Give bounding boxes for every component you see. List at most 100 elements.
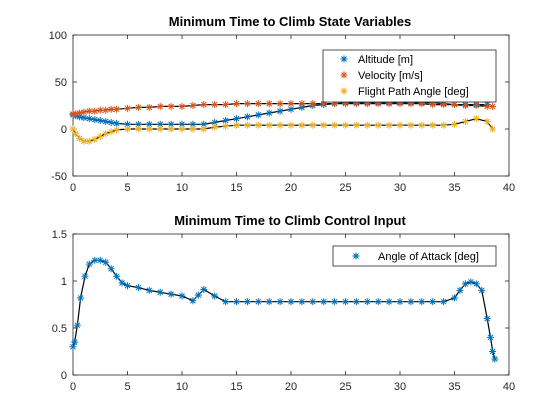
legend-item-altitude: Altitude [m] xyxy=(340,54,413,66)
flight-path-angle-deg-point xyxy=(429,121,437,129)
angle-of-attack-deg-point xyxy=(483,315,491,323)
flight-path-angle-deg-point xyxy=(96,133,104,141)
flight-path-angle-deg-point xyxy=(134,125,142,133)
flight-path-angle-deg-point xyxy=(222,122,230,130)
velocity-m-s-point xyxy=(222,101,230,109)
control-input-x-tick-label: 15 xyxy=(230,381,242,393)
angle-of-attack-deg-point xyxy=(363,298,371,306)
angle-of-attack-deg-point xyxy=(298,298,306,306)
angle-of-attack-deg-point xyxy=(102,258,110,266)
angle-of-attack-deg-point xyxy=(145,286,153,294)
angle-of-attack-deg-point xyxy=(396,298,404,306)
control-input-x-tick-label: 40 xyxy=(503,381,515,393)
flight-path-angle-deg-point xyxy=(211,123,219,131)
flight-path-angle-deg-point xyxy=(72,130,80,138)
angle-of-attack-deg-point xyxy=(374,298,382,306)
altitude-m-point xyxy=(200,120,208,128)
velocity-m-s-point xyxy=(189,102,197,109)
legend-marker-altitude xyxy=(340,55,348,63)
velocity-m-s-point xyxy=(440,101,448,109)
state-variables-x-tick-label: 5 xyxy=(124,182,130,194)
state-variables-x-tick-label: 25 xyxy=(339,182,351,194)
legend-label-velocity: Velocity [m/s] xyxy=(358,70,423,82)
flight-path-angle-deg-point xyxy=(320,121,328,129)
control-input-y-tick-label: 0.5 xyxy=(52,323,67,335)
velocity-m-s-point xyxy=(76,109,84,117)
state-variables-legend: Altitude [m] Velocity [m/s] Flight Path … xyxy=(322,49,497,103)
state-variables-x-tick-label: 30 xyxy=(394,182,406,194)
flight-path-angle-deg-point xyxy=(243,121,251,129)
state-variables-y-tick-label: 100 xyxy=(49,30,67,42)
velocity-m-s-point xyxy=(276,100,284,108)
angle-of-attack-deg-point xyxy=(189,297,197,305)
flight-path-angle-deg-point xyxy=(233,121,240,129)
velocity-m-s-point xyxy=(156,102,164,110)
legend-marker-symbol xyxy=(340,71,348,79)
angle-of-attack-deg-point xyxy=(456,286,464,294)
velocity-m-s-point xyxy=(178,102,186,110)
control-input-plot: Minimum Time to Climb Control Input 0 5 10… xyxy=(52,213,515,393)
state-variables-x-tick-label: 35 xyxy=(448,182,460,194)
altitude-m-point xyxy=(265,109,273,117)
angle-of-attack-deg-point xyxy=(331,298,339,306)
altitude-m-point xyxy=(189,120,197,128)
velocity-m-s-point xyxy=(309,100,317,108)
angle-of-attack-deg-point xyxy=(352,298,360,306)
control-input-series xyxy=(69,256,499,363)
legend-marker-symbol xyxy=(352,252,360,260)
control-input-x-tick-label: 5 xyxy=(124,381,130,393)
altitude-m-point xyxy=(85,115,93,123)
velocity-m-s-point xyxy=(243,100,251,108)
flight-path-angle-deg-point xyxy=(113,126,121,134)
state-variables-x-tick-label: 40 xyxy=(503,182,515,194)
flight-path-angle-deg-point xyxy=(309,121,317,129)
altitude-m-point xyxy=(276,107,284,115)
altitude-m-point xyxy=(113,119,121,127)
legend-item-angle-of-attack: Angle of Attack [deg] xyxy=(352,251,479,263)
angle-of-attack-deg-point xyxy=(118,279,126,287)
angle-of-attack-deg-point xyxy=(489,348,497,355)
flight-path-angle-deg-point xyxy=(407,121,415,129)
angle-of-attack-deg-point xyxy=(73,321,81,329)
angle-of-attack-deg-point xyxy=(320,298,328,306)
angle-of-attack-deg-point xyxy=(407,298,415,306)
state-variables-title: Minimum Time to Climb State Variables xyxy=(169,14,412,29)
angle-of-attack-deg-point xyxy=(81,272,89,280)
control-input-x-tick-label: 30 xyxy=(394,381,406,393)
control-input-x-tick-label: 10 xyxy=(176,381,188,393)
angle-of-attack-deg-point xyxy=(96,256,104,264)
flight-path-angle-deg-point xyxy=(396,121,404,129)
angle-of-attack-deg-point xyxy=(478,286,486,294)
flight-path-angle-deg-point xyxy=(342,121,349,129)
legend-box xyxy=(332,245,497,267)
angle-of-attack-deg-point xyxy=(467,278,475,286)
flight-path-angle-deg-point xyxy=(385,121,393,129)
velocity-m-s-point xyxy=(461,102,469,109)
legend-label-angle-of-attack: Angle of Attack [deg] xyxy=(378,251,479,263)
altitude-m-point xyxy=(102,117,110,125)
control-input-legend: Angle of Attack [deg] xyxy=(332,245,497,267)
control-input-y-tick-label: 0 xyxy=(61,370,67,382)
flight-path-angle-deg-point xyxy=(80,137,88,145)
velocity-m-s-point xyxy=(145,103,153,111)
velocity-m-s-point xyxy=(265,100,273,108)
legend-marker-symbol xyxy=(340,55,348,63)
angle-of-attack-deg-point xyxy=(472,280,480,288)
flight-path-angle-deg-point xyxy=(69,125,77,133)
velocity-m-s-point xyxy=(233,100,240,108)
control-input-x-tick-label: 35 xyxy=(448,381,460,393)
legend-item-velocity: Velocity [m/s] xyxy=(340,70,423,82)
state-variables-y-tick-label: 50 xyxy=(55,77,67,89)
flight-path-angle-deg-point xyxy=(483,117,491,125)
altitude-m-point xyxy=(254,111,262,119)
control-input-y-tick-label: 1.5 xyxy=(52,229,67,241)
angle-of-attack-deg-point xyxy=(451,294,458,302)
velocity-m-s-point xyxy=(489,102,497,110)
flight-path-angle-deg-point xyxy=(276,121,284,129)
state-variables-y-ticks: -50 0 50 100 xyxy=(49,30,509,183)
angle-of-attack-deg-point xyxy=(243,298,251,306)
angle-of-attack-deg-point xyxy=(211,292,219,300)
velocity-m-s-point xyxy=(211,101,219,109)
velocity-m-s-point xyxy=(102,106,110,114)
angle-of-attack-deg-point xyxy=(124,282,131,290)
